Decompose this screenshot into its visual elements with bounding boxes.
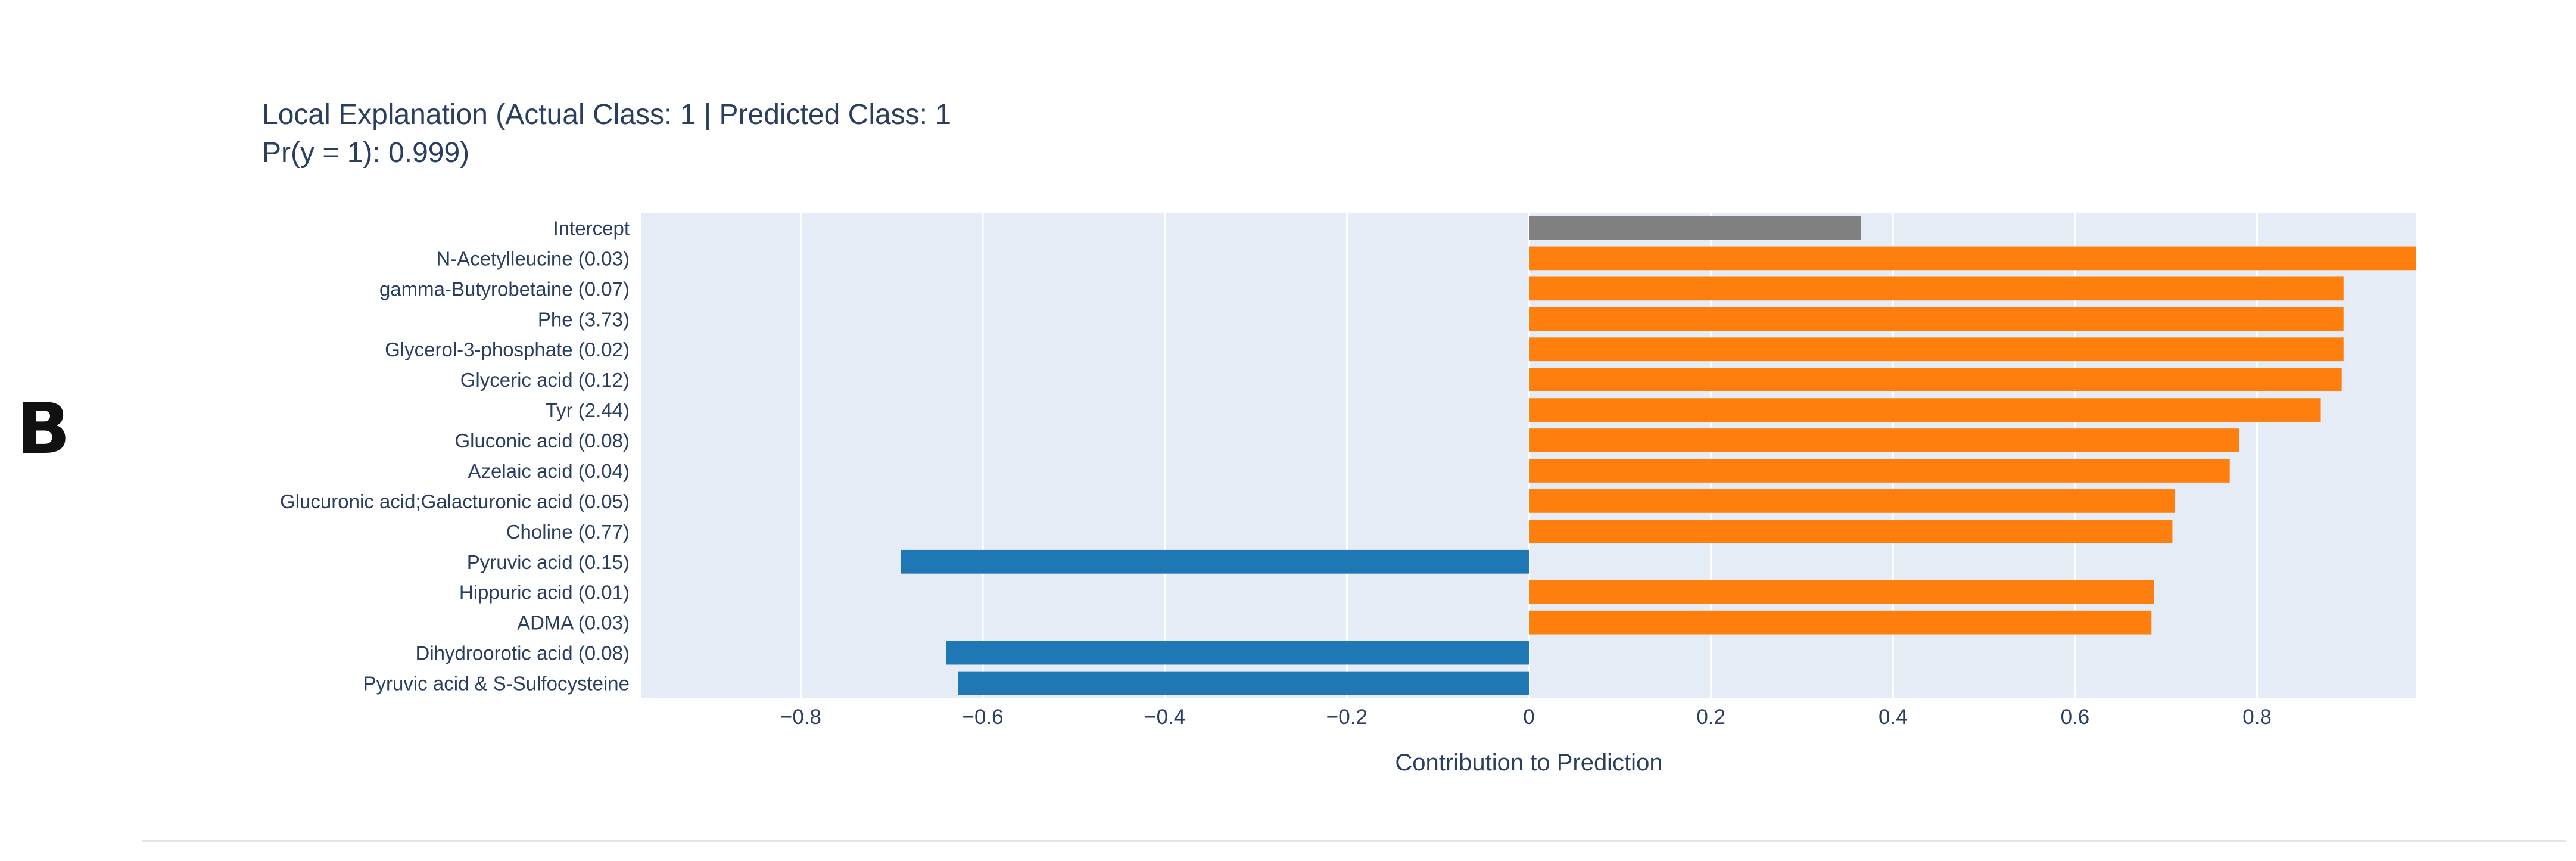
bar — [1529, 580, 2154, 604]
bar — [1529, 459, 2230, 483]
category-label: Choline (0.77) — [506, 521, 630, 543]
category-label: Azelaic acid (0.04) — [468, 460, 630, 482]
panel-label: B — [17, 387, 70, 470]
category-label: ADMA (0.03) — [517, 612, 630, 634]
category-label: Intercept — [553, 217, 630, 239]
bar — [946, 641, 1529, 665]
bar — [1529, 428, 2239, 452]
bar — [1529, 276, 2344, 301]
category-label: Glycerol-3-phosphate (0.02) — [385, 338, 630, 360]
bar — [1529, 519, 2173, 543]
bar — [958, 671, 1529, 695]
bar — [1529, 610, 2152, 635]
x-tick-label: −0.8 — [780, 705, 821, 729]
x-tick-label: 0.6 — [2061, 705, 2090, 729]
bar — [1529, 337, 2344, 362]
divider — [142, 840, 2566, 842]
category-label: Dihydroorotic acid (0.08) — [416, 642, 630, 664]
x-tick-label: −0.2 — [1326, 705, 1368, 729]
category-label: Tyr (2.44) — [546, 399, 630, 421]
x-tick-labels: −0.8 −0.6 −0.4 −0.2 0 0.2 0.4 0.6 0.8 — [780, 705, 2272, 729]
x-tick-label: −0.4 — [1144, 705, 1185, 729]
x-axis-label: Contribution to Prediction — [1395, 750, 1662, 776]
bar — [1529, 489, 2176, 513]
category-label: Hippuric acid (0.01) — [459, 582, 630, 604]
category-label: Phe (3.73) — [538, 308, 630, 330]
category-label: Glyceric acid (0.12) — [460, 369, 630, 391]
category-label: Pyruvic acid (0.15) — [467, 551, 630, 573]
category-label: Pyruvic acid & S-Sulfocysteine — [363, 673, 630, 695]
x-tick-label: 0.2 — [1696, 705, 1725, 729]
category-label: gamma-Butyrobetaine (0.07) — [379, 278, 630, 300]
x-tick-label: 0.4 — [1879, 705, 1908, 729]
bar — [1529, 216, 1861, 240]
category-label: Gluconic acid (0.08) — [455, 430, 630, 452]
category-label: N-Acetylleucine (0.03) — [436, 247, 630, 269]
chart-title-line-1: Local Explanation (Actual Class: 1 | Pre… — [262, 99, 951, 130]
category-label: Glucuronic acid;Galacturonic acid (0.05) — [280, 490, 630, 512]
bar — [1529, 398, 2321, 422]
category-labels: Intercept N-Acetylleucine (0.03) gamma-But… — [280, 217, 630, 694]
bar — [1529, 246, 2416, 271]
bar — [1529, 368, 2342, 392]
bar — [901, 549, 1529, 574]
bars — [901, 216, 2416, 695]
x-tick-label: 0.8 — [2242, 705, 2272, 729]
x-tick-label: −0.6 — [963, 705, 1004, 729]
chart-title-line-2: Pr(y = 1): 0.999) — [262, 137, 469, 169]
bar — [1529, 307, 2344, 331]
x-tick-label: 0 — [1523, 705, 1534, 729]
